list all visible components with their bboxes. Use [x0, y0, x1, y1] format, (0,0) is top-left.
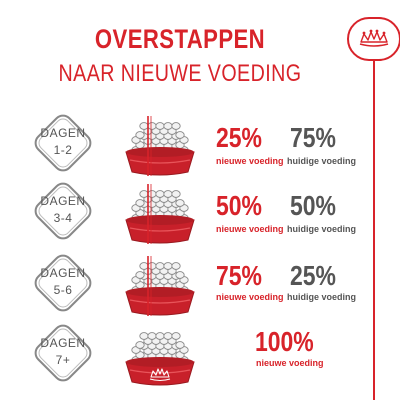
new-food-label: nieuwe voeding	[216, 292, 284, 302]
step-row-2: DAGEN 3-4 50% nieuwe voeding 50% huidige…	[0, 176, 400, 256]
current-food-label: huidige voeding	[287, 156, 356, 166]
day-label: DAGEN 3-4	[40, 194, 86, 225]
day-badge-icon	[34, 114, 92, 172]
new-food-label: nieuwe voeding	[216, 224, 284, 234]
step-row-3: DAGEN 5-6 75% nieuwe voeding 25% huidige…	[0, 248, 400, 328]
kibble-pile	[131, 332, 189, 364]
current-food-label: huidige voeding	[287, 292, 356, 302]
new-food-percent: 50%	[216, 190, 262, 221]
bowl-rim	[126, 215, 194, 225]
day-label: DAGEN 5-6	[40, 266, 86, 297]
day-label: DAGEN 7+	[40, 336, 86, 367]
food-bowl-icon	[125, 116, 195, 176]
new-food-percent: 100%	[255, 326, 314, 357]
food-bowl-icon	[125, 184, 195, 244]
bowl-rim	[126, 147, 194, 157]
brand-badge	[347, 17, 400, 61]
bowl-rim	[126, 357, 194, 367]
current-food-percent: 25%	[290, 260, 336, 291]
royal-canin-crown-icon	[149, 368, 171, 382]
new-food-percent: 75%	[216, 260, 262, 291]
food-bowl-icon	[125, 332, 195, 386]
day-badge-icon	[34, 324, 92, 382]
page-subtitle: NAAR NIEUWE VOEDING	[58, 60, 302, 87]
step-row-4: DAGEN 7+ 100% nieuwe voeding	[0, 318, 400, 398]
brand-line	[373, 60, 375, 400]
day-badge-icon	[34, 182, 92, 240]
step-row-1: DAGEN 1-2 25% nieuwe voeding 75% huidige…	[0, 108, 400, 188]
new-food-label: nieuwe voeding	[256, 358, 324, 368]
current-food-label: huidige voeding	[287, 224, 356, 234]
page-title: OVERSTAPPEN	[94, 24, 266, 54]
new-food-label: nieuwe voeding	[216, 156, 284, 166]
day-label: DAGEN 1-2	[40, 126, 86, 157]
food-bowl-icon	[125, 256, 195, 316]
new-food-percent: 25%	[216, 122, 262, 153]
current-food-percent: 75%	[290, 122, 336, 153]
royal-canin-crown-icon	[359, 29, 389, 47]
current-food-percent: 50%	[290, 190, 336, 221]
day-badge-icon	[34, 254, 92, 312]
bowl-rim	[126, 287, 194, 297]
